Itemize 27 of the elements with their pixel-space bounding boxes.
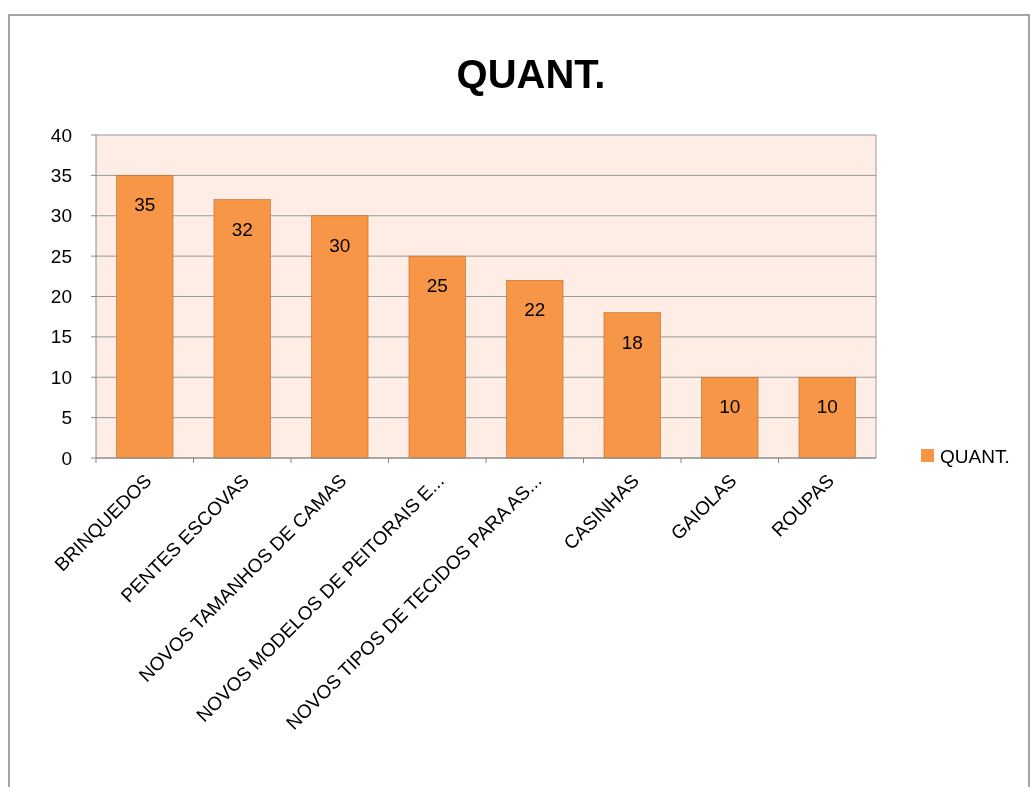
y-tick-label: 35 bbox=[50, 164, 72, 186]
data-label: 10 bbox=[719, 396, 741, 418]
chart-title: QUANT. bbox=[456, 52, 606, 96]
data-label: 18 bbox=[621, 331, 643, 353]
bar bbox=[213, 199, 271, 459]
bar bbox=[603, 312, 661, 459]
bar bbox=[116, 175, 174, 459]
bar bbox=[798, 376, 856, 459]
y-tick-label: 25 bbox=[50, 245, 72, 267]
bar bbox=[311, 215, 369, 459]
y-tick-label: 40 bbox=[50, 124, 72, 146]
data-label: 30 bbox=[329, 234, 351, 256]
data-label: 25 bbox=[426, 275, 448, 297]
bar bbox=[506, 280, 564, 459]
y-tick-label: 15 bbox=[50, 326, 72, 348]
data-label: 10 bbox=[816, 396, 838, 418]
data-label: 35 bbox=[134, 194, 156, 216]
y-tick-label: 20 bbox=[50, 286, 72, 307]
legend-label: QUANT. bbox=[940, 445, 1010, 467]
data-label: 22 bbox=[524, 299, 546, 321]
data-label: 32 bbox=[231, 218, 253, 240]
y-tick-label: 5 bbox=[61, 407, 72, 429]
y-tick-label: 10 bbox=[50, 366, 72, 388]
bar bbox=[408, 255, 466, 459]
y-tick-label: 30 bbox=[50, 205, 72, 227]
bar bbox=[701, 376, 759, 459]
y-tick-label: 0 bbox=[61, 447, 72, 469]
